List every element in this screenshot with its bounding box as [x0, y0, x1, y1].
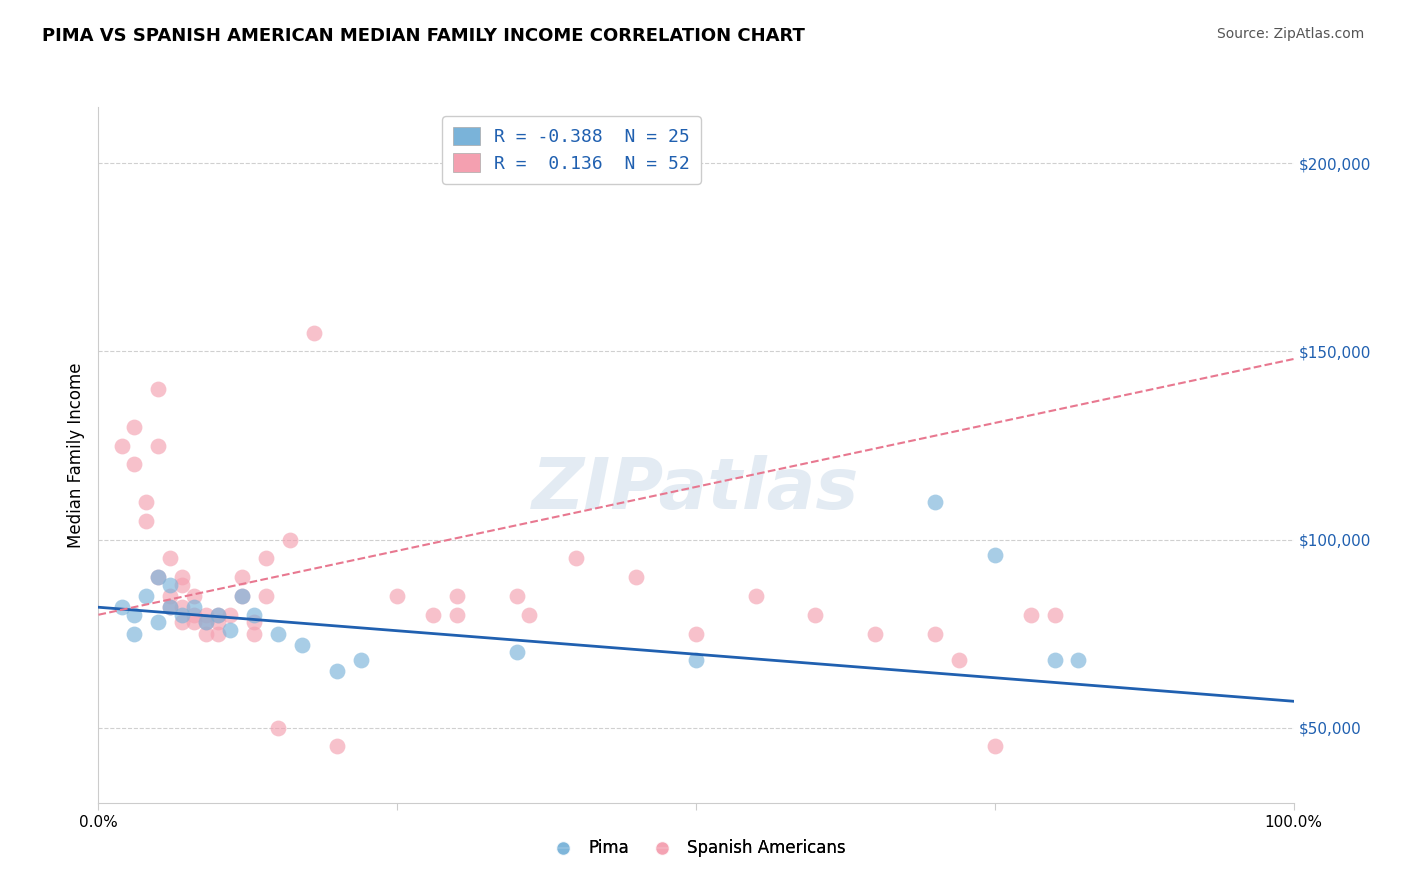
- Point: [148, 570, 170, 584]
- Point: [207, 607, 229, 622]
- Point: [326, 739, 349, 754]
- Point: [243, 626, 266, 640]
- Point: [183, 607, 205, 622]
- Point: [517, 607, 540, 622]
- Point: [231, 589, 253, 603]
- Legend: Pima, Spanish Americans: Pima, Spanish Americans: [540, 833, 852, 864]
- Point: [183, 600, 205, 615]
- Point: [243, 615, 266, 630]
- Point: [267, 626, 290, 640]
- Point: [124, 458, 146, 472]
- Point: [624, 570, 647, 584]
- Point: [172, 600, 194, 615]
- Text: Source: ZipAtlas.com: Source: ZipAtlas.com: [1216, 27, 1364, 41]
- Point: [207, 626, 229, 640]
- Point: [278, 533, 301, 547]
- Point: [159, 551, 181, 566]
- Point: [446, 589, 468, 603]
- Point: [159, 600, 181, 615]
- Point: [385, 589, 409, 603]
- Point: [231, 570, 253, 584]
- Point: [148, 438, 170, 452]
- Point: [565, 551, 588, 566]
- Point: [172, 577, 194, 591]
- Point: [148, 615, 170, 630]
- Point: [111, 438, 134, 452]
- Point: [194, 615, 217, 630]
- Point: [194, 607, 217, 622]
- Point: [506, 589, 529, 603]
- Point: [159, 589, 181, 603]
- Point: [983, 739, 1005, 754]
- Point: [172, 615, 194, 630]
- Point: [219, 607, 242, 622]
- Point: [254, 551, 277, 566]
- Point: [219, 623, 242, 637]
- Point: [111, 600, 134, 615]
- Point: [948, 653, 970, 667]
- Point: [863, 626, 886, 640]
- Point: [350, 653, 373, 667]
- Point: [135, 589, 157, 603]
- Point: [148, 570, 170, 584]
- Point: [159, 600, 181, 615]
- Point: [243, 607, 266, 622]
- Point: [267, 721, 290, 735]
- Point: [194, 626, 217, 640]
- Point: [924, 626, 946, 640]
- Point: [290, 638, 312, 652]
- Y-axis label: Median Family Income: Median Family Income: [66, 362, 84, 548]
- Point: [506, 645, 529, 659]
- Point: [172, 607, 194, 622]
- Point: [183, 615, 205, 630]
- Point: [1043, 653, 1066, 667]
- Text: ZIPatlas: ZIPatlas: [533, 455, 859, 524]
- Point: [446, 607, 468, 622]
- Point: [183, 589, 205, 603]
- Text: PIMA VS SPANISH AMERICAN MEDIAN FAMILY INCOME CORRELATION CHART: PIMA VS SPANISH AMERICAN MEDIAN FAMILY I…: [42, 27, 806, 45]
- Point: [207, 615, 229, 630]
- Point: [804, 607, 827, 622]
- Point: [1067, 653, 1090, 667]
- Point: [302, 326, 325, 340]
- Point: [422, 607, 444, 622]
- Point: [326, 664, 349, 678]
- Point: [207, 607, 229, 622]
- Point: [148, 382, 170, 396]
- Point: [159, 577, 181, 591]
- Point: [172, 570, 194, 584]
- Point: [135, 495, 157, 509]
- Point: [231, 589, 253, 603]
- Point: [685, 626, 707, 640]
- Point: [1019, 607, 1042, 622]
- Point: [135, 514, 157, 528]
- Point: [194, 615, 217, 630]
- Point: [924, 495, 946, 509]
- Point: [983, 548, 1005, 562]
- Point: [685, 653, 707, 667]
- Point: [1043, 607, 1066, 622]
- Point: [124, 607, 146, 622]
- Point: [254, 589, 277, 603]
- Point: [124, 419, 146, 434]
- Point: [124, 626, 146, 640]
- Point: [745, 589, 768, 603]
